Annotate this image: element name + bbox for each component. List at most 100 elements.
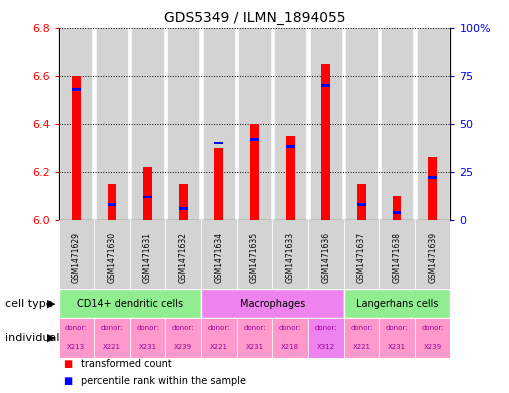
Text: donor:: donor: xyxy=(421,325,444,331)
Bar xyxy=(379,220,415,289)
Bar xyxy=(250,138,259,141)
Text: donor:: donor: xyxy=(172,325,194,331)
Text: X231: X231 xyxy=(138,343,157,350)
Text: ■: ■ xyxy=(64,376,73,386)
Bar xyxy=(94,220,130,289)
Text: donor:: donor: xyxy=(315,325,337,331)
Bar xyxy=(272,220,308,289)
Bar xyxy=(165,220,201,289)
Bar xyxy=(143,167,152,220)
Text: GSM1471632: GSM1471632 xyxy=(179,232,188,283)
Text: X221: X221 xyxy=(210,343,228,350)
Text: ▶: ▶ xyxy=(47,299,55,309)
Text: donor:: donor: xyxy=(279,325,301,331)
Text: donor:: donor: xyxy=(136,325,159,331)
Text: X231: X231 xyxy=(245,343,264,350)
Text: GSM1471637: GSM1471637 xyxy=(357,232,366,283)
Text: X218: X218 xyxy=(281,343,299,350)
Bar xyxy=(59,318,94,358)
Text: ▶: ▶ xyxy=(47,333,55,343)
Bar xyxy=(94,318,130,358)
Bar xyxy=(250,124,259,220)
Bar xyxy=(168,28,199,220)
Bar xyxy=(379,318,415,358)
Text: GSM1471638: GSM1471638 xyxy=(392,232,402,283)
Bar xyxy=(132,28,163,220)
Bar xyxy=(72,75,81,220)
Bar xyxy=(275,28,305,220)
Text: X312: X312 xyxy=(317,343,335,350)
Bar xyxy=(97,28,127,220)
Bar xyxy=(61,28,92,220)
Bar xyxy=(310,28,341,220)
Text: GSM1471639: GSM1471639 xyxy=(428,232,437,283)
Text: X221: X221 xyxy=(103,343,121,350)
Bar xyxy=(201,220,237,289)
Title: GDS5349 / ILMN_1894055: GDS5349 / ILMN_1894055 xyxy=(164,11,345,25)
Bar xyxy=(272,318,308,358)
Text: donor:: donor: xyxy=(208,325,230,331)
Bar xyxy=(286,145,295,148)
Bar xyxy=(179,207,188,210)
Text: X221: X221 xyxy=(352,343,371,350)
Text: GSM1471631: GSM1471631 xyxy=(143,232,152,283)
Bar xyxy=(130,318,165,358)
Text: GSM1471636: GSM1471636 xyxy=(321,232,330,283)
Text: X239: X239 xyxy=(423,343,442,350)
Text: GSM1471633: GSM1471633 xyxy=(286,232,295,283)
Text: X231: X231 xyxy=(388,343,406,350)
Text: donor:: donor: xyxy=(243,325,266,331)
Bar xyxy=(344,289,450,318)
Bar xyxy=(392,196,402,220)
Bar xyxy=(165,318,201,358)
Text: X239: X239 xyxy=(174,343,192,350)
Bar xyxy=(59,289,201,318)
Text: donor:: donor: xyxy=(101,325,123,331)
Text: GSM1471629: GSM1471629 xyxy=(72,232,81,283)
Bar xyxy=(417,28,448,220)
Text: GSM1471635: GSM1471635 xyxy=(250,232,259,283)
Text: CD14+ dendritic cells: CD14+ dendritic cells xyxy=(77,299,183,309)
Text: GSM1471630: GSM1471630 xyxy=(107,232,117,283)
Text: transformed count: transformed count xyxy=(81,358,172,369)
Bar xyxy=(357,203,366,206)
Text: ■: ■ xyxy=(64,358,73,369)
Bar xyxy=(346,28,377,220)
Bar xyxy=(107,184,117,220)
Text: individual: individual xyxy=(5,333,60,343)
Bar xyxy=(204,28,234,220)
Bar xyxy=(321,64,330,220)
Bar xyxy=(382,28,412,220)
Bar xyxy=(415,220,450,289)
Text: GSM1471634: GSM1471634 xyxy=(214,232,223,283)
Bar xyxy=(344,318,379,358)
Bar xyxy=(308,318,344,358)
Bar xyxy=(308,220,344,289)
Bar xyxy=(72,88,81,90)
Bar xyxy=(357,184,366,220)
Bar xyxy=(237,318,272,358)
Bar xyxy=(179,184,188,220)
Bar xyxy=(415,318,450,358)
Bar xyxy=(201,318,237,358)
Text: percentile rank within the sample: percentile rank within the sample xyxy=(81,376,246,386)
Bar xyxy=(428,158,437,220)
Bar xyxy=(237,220,272,289)
Bar xyxy=(286,136,295,220)
Text: X213: X213 xyxy=(67,343,86,350)
Bar xyxy=(107,203,117,206)
Text: donor:: donor: xyxy=(65,325,88,331)
Bar xyxy=(239,28,270,220)
Text: donor:: donor: xyxy=(386,325,408,331)
Text: Langerhans cells: Langerhans cells xyxy=(356,299,438,309)
Bar xyxy=(428,176,437,179)
Bar xyxy=(214,148,223,220)
Bar xyxy=(214,141,223,145)
Text: Macrophages: Macrophages xyxy=(240,299,305,309)
Bar xyxy=(344,220,379,289)
Text: donor:: donor: xyxy=(350,325,373,331)
Bar xyxy=(321,84,330,87)
Bar xyxy=(143,196,152,198)
Bar xyxy=(59,220,94,289)
Bar xyxy=(392,211,402,214)
